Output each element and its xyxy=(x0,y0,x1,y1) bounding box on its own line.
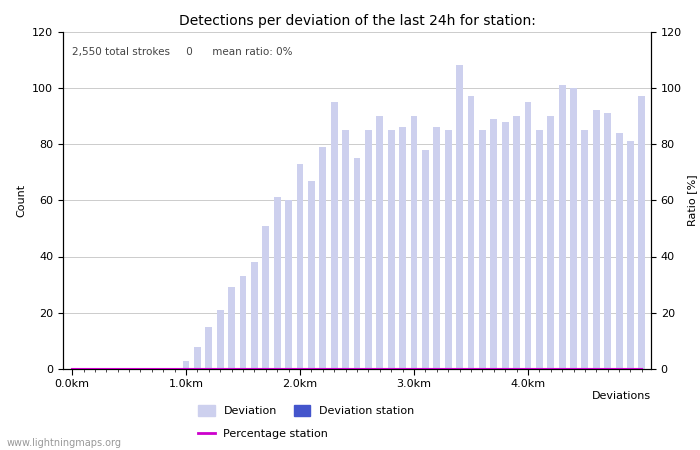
Y-axis label: Ratio [%]: Ratio [%] xyxy=(687,175,697,226)
Bar xyxy=(205,327,212,369)
Bar xyxy=(319,147,326,369)
Bar xyxy=(411,116,417,369)
Bar xyxy=(616,133,622,369)
Y-axis label: Count: Count xyxy=(17,184,27,217)
Text: Deviations: Deviations xyxy=(592,391,651,401)
Bar xyxy=(627,141,634,369)
Bar xyxy=(183,360,190,369)
Bar xyxy=(297,164,303,369)
Bar xyxy=(399,127,406,369)
Bar xyxy=(604,113,611,369)
Text: www.lightningmaps.org: www.lightningmaps.org xyxy=(7,438,122,448)
Bar xyxy=(582,130,588,369)
Bar xyxy=(388,130,395,369)
Bar xyxy=(354,158,360,369)
Bar xyxy=(547,116,554,369)
Bar xyxy=(217,310,224,369)
Bar xyxy=(570,88,577,369)
Bar xyxy=(262,225,270,369)
Bar xyxy=(365,130,372,369)
Bar xyxy=(194,346,201,369)
Bar xyxy=(251,262,258,369)
Bar xyxy=(479,130,486,369)
Bar xyxy=(502,122,509,369)
Bar xyxy=(308,180,315,369)
Bar xyxy=(239,276,246,369)
Bar xyxy=(456,65,463,369)
Bar xyxy=(342,130,349,369)
Bar xyxy=(513,116,520,369)
Bar xyxy=(422,149,429,369)
Bar xyxy=(593,110,600,369)
Bar xyxy=(274,198,281,369)
Legend: Percentage station: Percentage station xyxy=(198,428,328,439)
Title: Detections per deviation of the last 24h for station:: Detections per deviation of the last 24h… xyxy=(178,14,536,27)
Bar xyxy=(285,200,292,369)
Bar xyxy=(490,119,497,369)
Bar xyxy=(638,96,645,369)
Bar xyxy=(228,288,235,369)
Bar xyxy=(331,102,337,369)
Bar xyxy=(536,130,542,369)
Bar xyxy=(433,127,440,369)
Bar xyxy=(377,116,383,369)
Bar xyxy=(559,85,566,369)
Text: 2,550 total strokes     0      mean ratio: 0%: 2,550 total strokes 0 mean ratio: 0% xyxy=(72,47,293,57)
Bar xyxy=(444,130,452,369)
Bar xyxy=(468,96,475,369)
Bar xyxy=(524,102,531,369)
